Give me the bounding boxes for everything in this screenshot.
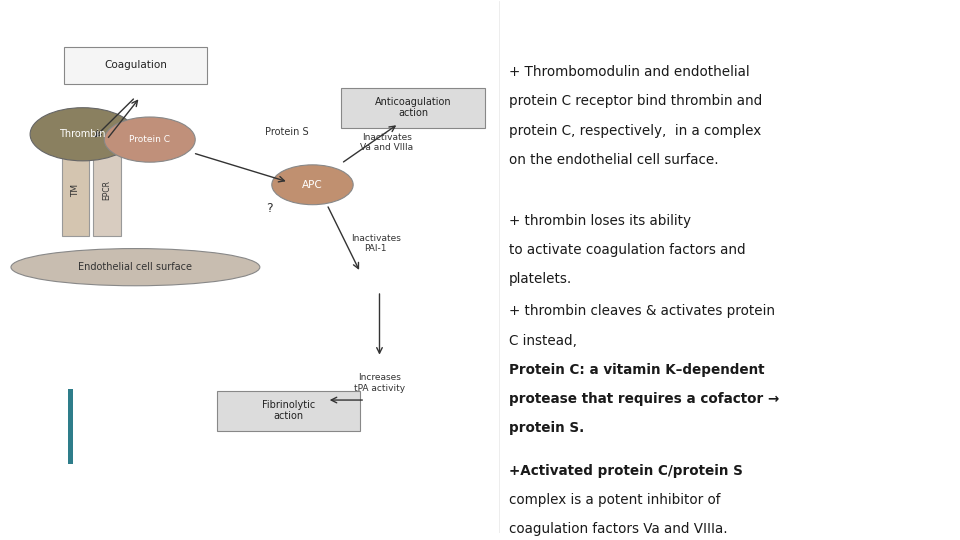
Text: Inactivates
Va and VIIIa: Inactivates Va and VIIIa [360,132,414,152]
Text: Protein C: a vitamin K–dependent: Protein C: a vitamin K–dependent [509,363,764,377]
Text: protein C, respectively,  in a complex: protein C, respectively, in a complex [509,124,761,138]
Text: Endothelial cell surface: Endothelial cell surface [79,262,192,272]
Text: Increases
tPA activity: Increases tPA activity [354,374,405,393]
Text: + thrombin loses its ability: + thrombin loses its ability [509,214,690,228]
Text: EPCR: EPCR [103,180,111,200]
Ellipse shape [11,248,260,286]
FancyBboxPatch shape [93,141,121,237]
FancyBboxPatch shape [61,141,89,237]
FancyBboxPatch shape [217,391,360,430]
Text: +Activated protein C/protein S: +Activated protein C/protein S [509,464,743,478]
Text: Coagulation: Coagulation [104,60,167,70]
Text: Fibrinolytic
action: Fibrinolytic action [262,400,315,422]
Text: Thrombin: Thrombin [60,129,106,139]
Text: + thrombin cleaves & activates protein: + thrombin cleaves & activates protein [509,305,775,319]
Text: Inactivates
PAI-1: Inactivates PAI-1 [350,233,400,253]
Text: Protein C: Protein C [130,135,170,144]
Ellipse shape [30,107,135,161]
Text: protein S.: protein S. [509,421,584,435]
FancyBboxPatch shape [68,389,73,464]
Text: ?: ? [266,202,273,215]
Text: to activate coagulation factors and: to activate coagulation factors and [509,243,745,257]
Text: C instead,: C instead, [509,334,577,348]
Text: Protein S: Protein S [265,126,308,137]
Text: complex is a potent inhibitor of: complex is a potent inhibitor of [509,493,720,507]
Ellipse shape [105,117,195,162]
Text: coagulation factors Va and VIIIa.: coagulation factors Va and VIIIa. [509,522,728,536]
Text: platelets.: platelets. [509,273,572,287]
Text: on the endothelial cell surface.: on the endothelial cell surface. [509,153,718,167]
FancyBboxPatch shape [63,46,207,84]
FancyBboxPatch shape [341,88,485,127]
Ellipse shape [272,165,353,205]
Text: APC: APC [302,180,323,190]
Text: TM: TM [71,184,80,197]
Text: + Thrombomodulin and endothelial: + Thrombomodulin and endothelial [509,65,750,79]
Text: protein C receptor bind thrombin and: protein C receptor bind thrombin and [509,94,762,109]
Text: Anticoagulation
action: Anticoagulation action [374,97,451,118]
Text: protease that requires a cofactor →: protease that requires a cofactor → [509,392,780,406]
